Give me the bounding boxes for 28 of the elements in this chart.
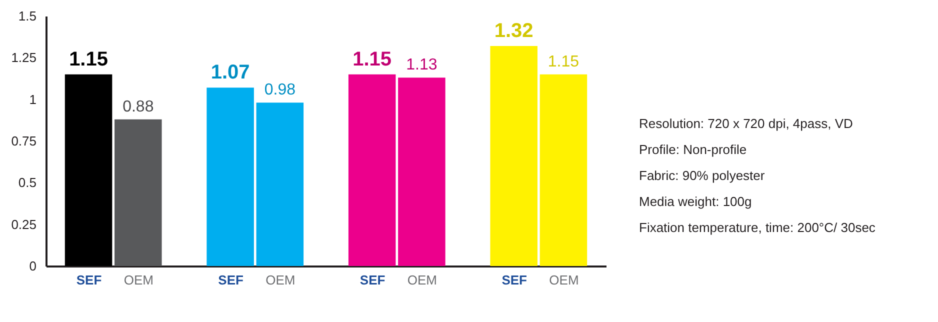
text: Profile: Non-profile <box>639 142 747 157</box>
text: Fixation temperature, time: 200°C/ 30sec <box>639 220 876 235</box>
y-tick-label: 0.25 <box>11 216 36 232</box>
text: Fabric: 90% polyester <box>639 168 766 183</box>
x-tick-label: OEM <box>407 272 438 288</box>
y-tick-label: 0.75 <box>11 134 36 148</box>
y-tick-label: 1.5 <box>18 8 36 24</box>
y-tick-label: 1.25 <box>11 50 36 66</box>
text: Resolution: 720 x 720 dpi, 4pass, VD <box>639 116 853 131</box>
x-tick-label: SEF <box>218 272 244 288</box>
x-tick-label: OEM <box>124 272 154 288</box>
text: Media weight: 100g <box>639 194 752 209</box>
data-label: 1.07 <box>210 62 250 84</box>
x-tick-label: OEM <box>549 272 579 288</box>
y-tick-label: 0.5 <box>18 175 36 190</box>
y-tick-label: 0 <box>29 258 36 274</box>
data-label: 0.98 <box>264 82 296 99</box>
x-tick-label: SEF <box>76 272 102 288</box>
data-label: 1.32 <box>494 20 534 42</box>
x-tick-label: OEM <box>266 272 296 288</box>
data-label: 0.88 <box>122 98 154 116</box>
data-label: 1.15 <box>548 53 580 70</box>
data-label: 1.15 <box>69 48 108 70</box>
y-tick-label: 1 <box>29 92 36 107</box>
data-label: 1.13 <box>406 56 438 74</box>
x-tick-label: SEF <box>360 272 386 288</box>
data-label: 1.15 <box>352 48 392 70</box>
x-tick-label: SEF <box>502 272 528 288</box>
